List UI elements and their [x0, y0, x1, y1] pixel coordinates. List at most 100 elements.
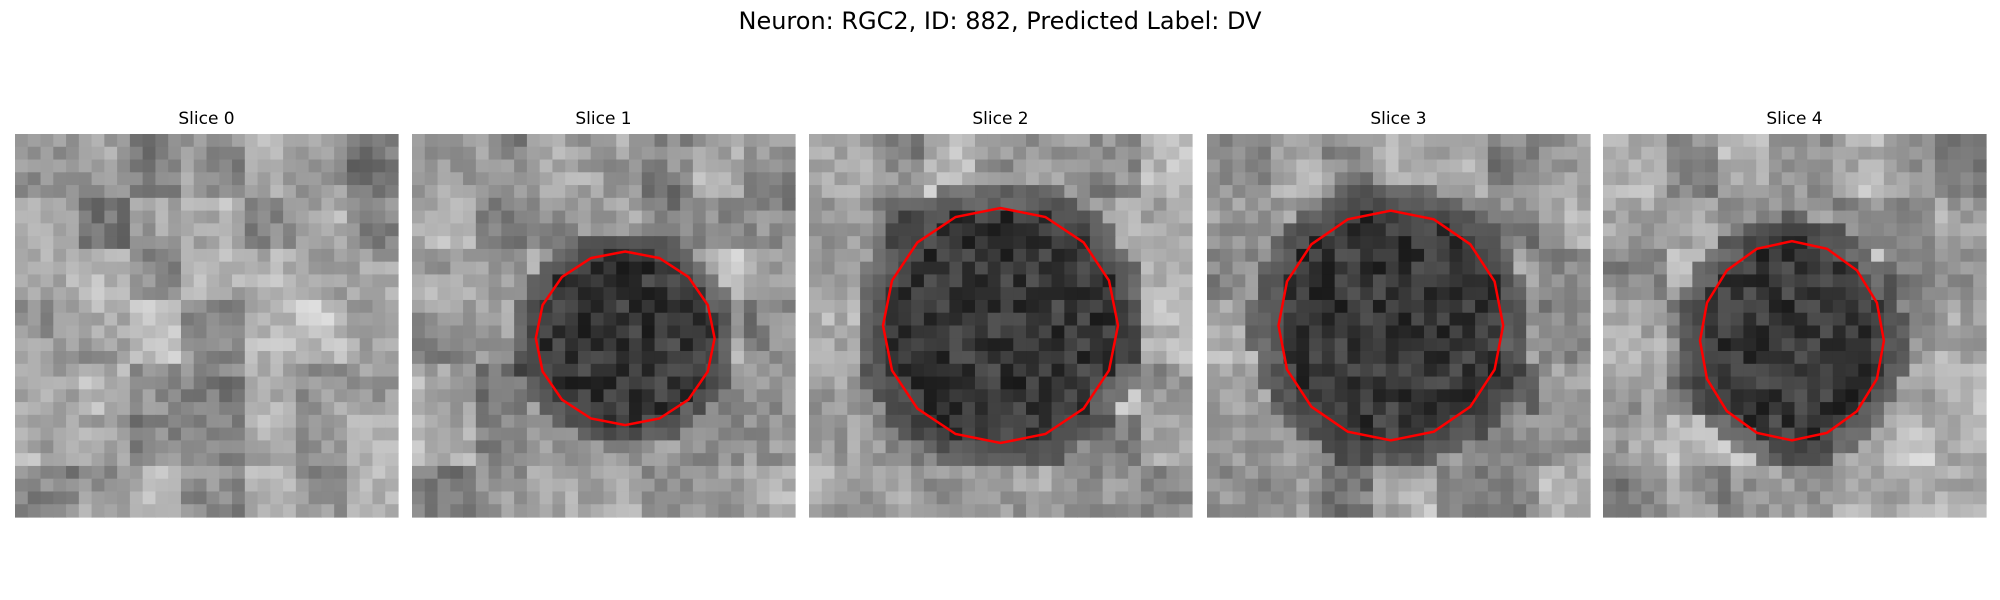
pixel — [206, 427, 220, 441]
pixel — [1296, 453, 1310, 467]
pixel — [40, 414, 54, 429]
pixel — [1947, 504, 1962, 518]
pixel — [424, 210, 439, 224]
pixel — [385, 325, 399, 339]
pixel — [1973, 185, 1987, 199]
pixel — [526, 134, 541, 148]
pixel — [756, 465, 771, 480]
pixel — [769, 338, 783, 352]
pixel — [142, 274, 157, 288]
pixel — [295, 465, 310, 480]
pixel — [450, 440, 464, 454]
pixel — [372, 287, 386, 301]
pixel — [117, 299, 131, 314]
pixel — [66, 414, 80, 429]
pixel — [654, 287, 668, 301]
pixel — [155, 185, 169, 199]
pixel — [911, 248, 925, 263]
pixel — [1026, 402, 1040, 416]
pixel — [1140, 402, 1155, 416]
pixel — [590, 440, 605, 454]
pixel — [372, 223, 386, 237]
pixel — [142, 478, 157, 493]
pixel — [1309, 465, 1323, 480]
pixel — [1858, 210, 1872, 224]
pixel — [616, 402, 630, 416]
pixel — [463, 338, 477, 352]
pixel — [1411, 504, 1425, 518]
pixel — [475, 134, 490, 148]
pixel — [1296, 478, 1310, 493]
pixel — [1487, 159, 1502, 173]
pixel — [731, 491, 745, 505]
pixel — [629, 299, 643, 314]
pixel — [1526, 363, 1540, 378]
pixel — [731, 236, 745, 250]
pixel — [514, 325, 528, 339]
pixel — [1692, 389, 1706, 403]
pixel — [949, 453, 963, 467]
pixel — [437, 134, 451, 148]
pixel — [731, 427, 745, 441]
pixel — [1947, 287, 1962, 301]
pixel — [1115, 325, 1129, 339]
pixel — [860, 325, 874, 339]
pixel — [923, 478, 938, 493]
pixel — [1258, 197, 1272, 212]
figure-title: Neuron: RGC2, ID: 882, Predicted Label: … — [738, 7, 1262, 35]
pixel — [1768, 402, 1783, 416]
pixel — [232, 402, 246, 416]
pixel — [514, 223, 528, 237]
pixel — [1666, 261, 1681, 276]
pixel — [1820, 491, 1834, 505]
pixel — [1487, 172, 1502, 186]
pixel — [424, 414, 439, 429]
pixel — [193, 312, 208, 327]
pixel — [475, 453, 490, 467]
pixel — [552, 299, 566, 314]
pixel — [1628, 134, 1642, 148]
pixel — [1500, 223, 1514, 237]
pixel — [1372, 440, 1387, 454]
pixel — [1564, 351, 1578, 365]
pixel — [1398, 440, 1412, 454]
pixel — [1705, 299, 1719, 314]
pixel — [142, 414, 157, 429]
pixel — [1500, 261, 1514, 276]
pixel — [1398, 402, 1412, 416]
pixel — [1692, 172, 1706, 186]
pixel — [53, 248, 67, 263]
pixel — [1883, 351, 1898, 365]
pixel — [1909, 223, 1923, 237]
pixel — [756, 159, 771, 173]
pixel — [78, 299, 93, 314]
pixel — [1321, 504, 1336, 518]
pixel — [705, 478, 719, 493]
pixel — [1960, 504, 1974, 518]
pixel — [1026, 363, 1040, 378]
pixel — [1960, 261, 1974, 276]
pixel — [1513, 146, 1527, 161]
pixel — [1858, 351, 1872, 365]
pixel — [1475, 414, 1489, 429]
pixel — [949, 312, 963, 327]
pixel — [463, 491, 477, 505]
pixel — [1730, 210, 1745, 224]
pixel — [1526, 376, 1540, 390]
pixel — [1513, 325, 1527, 339]
pixel — [412, 338, 426, 352]
pixel — [1207, 478, 1221, 493]
pixel — [821, 236, 836, 250]
pixel — [962, 402, 976, 416]
pixel — [412, 389, 426, 403]
pixel — [463, 159, 477, 173]
pixel — [847, 261, 861, 276]
pixel — [514, 414, 528, 429]
pixel — [1089, 274, 1104, 288]
pixel — [629, 274, 643, 288]
pixel — [155, 312, 169, 327]
segmentation-contour — [1698, 239, 1886, 442]
pixel — [1360, 402, 1374, 416]
pixel — [898, 287, 912, 301]
pixel — [53, 223, 67, 237]
